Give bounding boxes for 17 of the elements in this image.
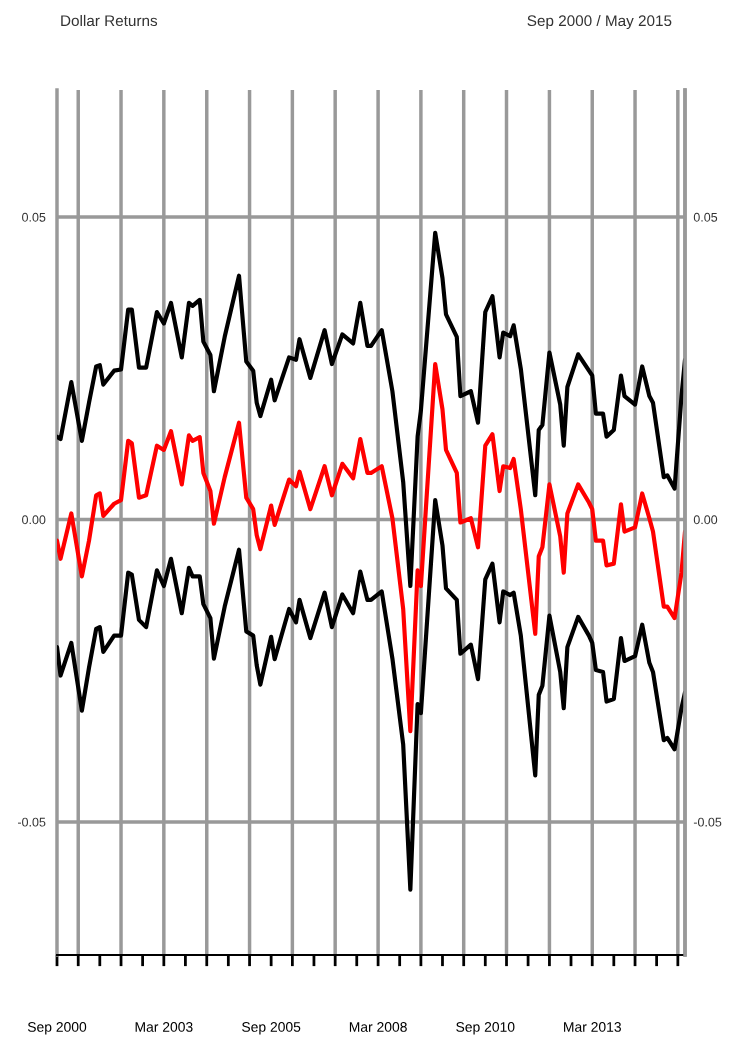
- y2-tick-label: 0.00: [693, 515, 718, 525]
- chart-subtitle: Sep 2000 / May 2015: [527, 14, 672, 30]
- y-tick-label: -0.05: [17, 817, 46, 827]
- line-series: [57, 230, 685, 589]
- x-tick-label: Mar 2003: [135, 1022, 193, 1032]
- y2-tick-label: 0.05: [693, 212, 718, 222]
- x-tick-label: Mar 2013: [564, 1022, 621, 1032]
- x-tick-label: Sep 2000: [27, 1022, 87, 1035]
- line-series: [57, 361, 685, 734]
- y-tick-label: 0.00: [22, 515, 46, 525]
- y2-tick-label: -0.05: [693, 817, 722, 827]
- y-tick-label: 0.05: [22, 212, 46, 222]
- x-tick-label: Mar 2008: [349, 1022, 407, 1032]
- chart-title: Dollar Returns: [61, 14, 158, 27]
- x-tick-label: Sep 2005: [242, 1022, 301, 1035]
- x-tick-label: Sep 2010: [456, 1022, 515, 1035]
- line-series: [57, 498, 685, 892]
